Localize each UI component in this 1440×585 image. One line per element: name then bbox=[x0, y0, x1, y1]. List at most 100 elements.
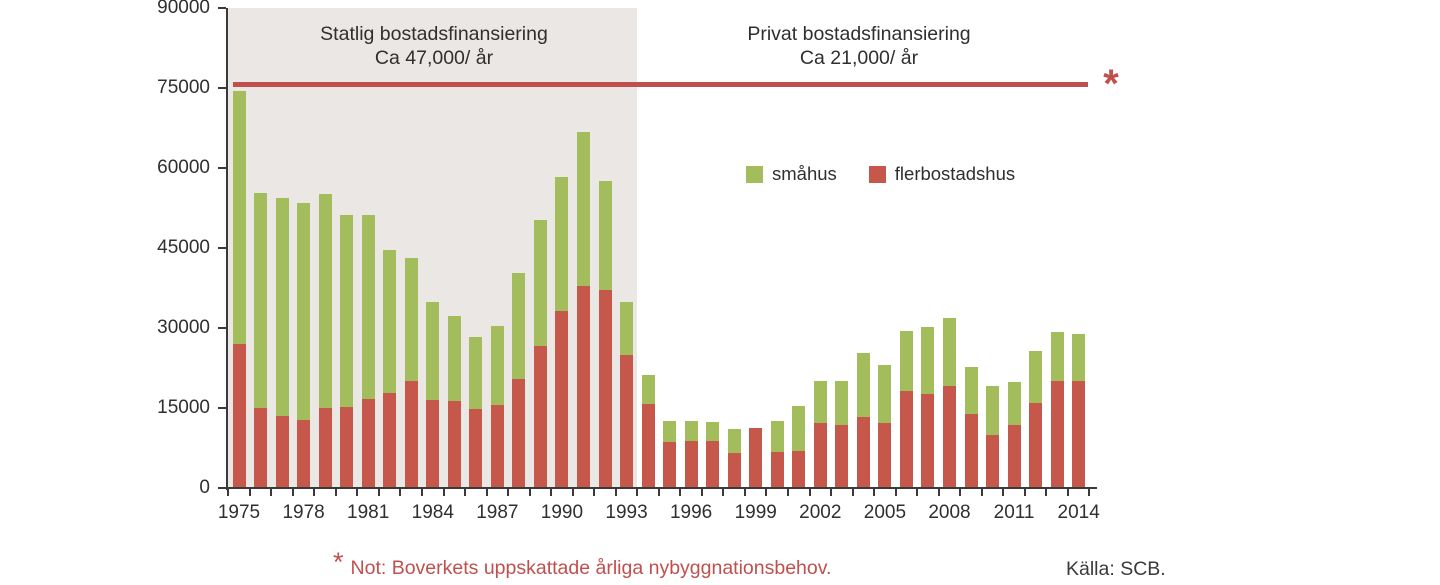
x-axis-tick-14 bbox=[528, 489, 531, 496]
x-axis-tick-13 bbox=[507, 489, 510, 496]
bar-1976-flerbostadshus bbox=[254, 408, 268, 488]
x-axis-tick-34 bbox=[959, 489, 962, 496]
x-axis-tick-9 bbox=[421, 489, 423, 496]
private-financing-line1: Privat bostadsfinansiering bbox=[747, 23, 971, 45]
x-axis-tick-24 bbox=[743, 489, 746, 496]
footnote-text: Not: Boverkets uppskattade årliga nybygg… bbox=[350, 557, 832, 579]
legend-label-småhus: småhus bbox=[772, 163, 837, 184]
x-label-1975: 1975 bbox=[217, 502, 261, 523]
bar-2008-flerbostadshus bbox=[942, 385, 956, 488]
x-label-2014: 2014 bbox=[1057, 502, 1100, 523]
reference-line-asterisk: * bbox=[1103, 62, 1119, 106]
x-axis-tick-31 bbox=[894, 489, 897, 496]
legend-item-flerbostadshus: flerbostadshus bbox=[868, 163, 1015, 185]
bar-1994-flerbostadshus bbox=[641, 404, 655, 488]
x-axis-tick-23 bbox=[722, 489, 725, 496]
bar-1986-småhus bbox=[469, 336, 483, 410]
bar-2013-småhus bbox=[1050, 332, 1064, 381]
y-axis-tick-0 bbox=[218, 487, 226, 489]
x-axis-tick-6 bbox=[356, 489, 359, 496]
bar-1998-flerbostadshus bbox=[727, 452, 741, 488]
x-label-1987: 1987 bbox=[476, 502, 519, 523]
bar-1975-småhus bbox=[232, 91, 246, 344]
x-axis-tick-25 bbox=[765, 489, 768, 496]
bar-2012-småhus bbox=[1029, 350, 1043, 403]
x-axis-tick-12 bbox=[485, 489, 488, 496]
x-axis-tick-10 bbox=[442, 489, 445, 496]
bar-1984-småhus bbox=[426, 302, 440, 400]
bar-1992-flerbostadshus bbox=[598, 289, 612, 488]
bar-1997-flerbostadshus bbox=[706, 441, 720, 488]
x-axis-tick-2 bbox=[270, 489, 273, 496]
x-axis-tick-0 bbox=[227, 489, 230, 496]
bar-2006-småhus bbox=[899, 330, 913, 391]
y-label-45000: 45000 bbox=[157, 237, 210, 258]
bar-1976-småhus bbox=[254, 192, 268, 408]
y-label-0: 0 bbox=[199, 477, 210, 498]
bar-1998-småhus bbox=[727, 429, 741, 453]
bar-2005-småhus bbox=[878, 365, 892, 423]
bar-1999-flerbostadshus bbox=[749, 428, 763, 488]
y-label-75000: 75000 bbox=[157, 77, 210, 98]
bar-1985-flerbostadshus bbox=[447, 400, 461, 488]
bar-1991-flerbostadshus bbox=[576, 286, 590, 488]
x-axis-tick-15 bbox=[550, 489, 553, 496]
y-axis-tick-45000 bbox=[218, 247, 226, 249]
bar-1988-småhus bbox=[512, 273, 526, 380]
x-axis-tick-17 bbox=[593, 489, 596, 496]
bar-2008-småhus bbox=[942, 317, 956, 386]
bar-1996-flerbostadshus bbox=[684, 440, 698, 488]
bar-2009-flerbostadshus bbox=[964, 413, 978, 488]
bar-2006-flerbostadshus bbox=[899, 390, 913, 488]
bar-1980-flerbostadshus bbox=[340, 406, 354, 488]
x-axis-tick-38 bbox=[1045, 489, 1048, 496]
y-label-30000: 30000 bbox=[157, 317, 210, 338]
y-label-60000: 60000 bbox=[157, 157, 210, 178]
bar-1983-flerbostadshus bbox=[404, 381, 418, 488]
x-axis-tick-40 bbox=[1088, 489, 1091, 496]
x-label-1999: 1999 bbox=[734, 502, 777, 523]
x-axis-tick-33 bbox=[937, 489, 940, 496]
footnote-asterisk: * bbox=[333, 547, 344, 577]
bar-2004-flerbostadshus bbox=[856, 416, 870, 488]
bar-2007-småhus bbox=[921, 326, 935, 395]
x-axis-tick-11 bbox=[464, 489, 467, 496]
x-axis-tick-35 bbox=[980, 489, 983, 496]
bar-1989-småhus bbox=[533, 219, 547, 347]
bar-1993-flerbostadshus bbox=[620, 354, 634, 488]
x-axis-tick-21 bbox=[679, 489, 682, 496]
bar-1990-flerbostadshus bbox=[555, 310, 569, 488]
footnote: * Not: Boverkets uppskattade årliga nyby… bbox=[333, 549, 831, 580]
x-axis-tick-29 bbox=[851, 489, 854, 496]
bar-1981-småhus bbox=[361, 214, 375, 399]
x-axis-tick-27 bbox=[808, 489, 811, 496]
bar-2005-flerbostadshus bbox=[878, 422, 892, 488]
y-label-90000: 90000 bbox=[157, 0, 210, 18]
bar-1991-småhus bbox=[576, 131, 590, 287]
plot-area: Statlig bostadsfinansiering Ca 47,000/ å… bbox=[157, 0, 1100, 523]
bar-1995-flerbostadshus bbox=[663, 441, 677, 488]
bar-2000-småhus bbox=[770, 421, 784, 452]
bar-1993-småhus bbox=[620, 302, 634, 355]
state-financing-line2: Ca 47,000/ år bbox=[374, 47, 494, 69]
y-axis-tick-75000 bbox=[218, 87, 226, 89]
bar-2000-flerbostadshus bbox=[770, 451, 784, 488]
source-label: Källa: SCB. bbox=[1066, 558, 1166, 580]
x-axis-tick-32 bbox=[916, 489, 919, 496]
y-axis-tick-30000 bbox=[218, 327, 226, 329]
bar-2001-småhus bbox=[792, 406, 806, 451]
bar-1994-småhus bbox=[641, 374, 655, 405]
x-axis-tick-36 bbox=[1002, 489, 1005, 496]
bar-1982-flerbostadshus bbox=[383, 392, 397, 488]
private-financing-line2: Ca 21,000/ år bbox=[799, 47, 919, 69]
x-label-2002: 2002 bbox=[799, 502, 842, 523]
bar-2010-flerbostadshus bbox=[986, 434, 1000, 488]
bar-1977-flerbostadshus bbox=[275, 416, 289, 488]
bar-2002-flerbostadshus bbox=[813, 422, 827, 488]
x-axis-tick-3 bbox=[291, 489, 294, 496]
x-label-2005: 2005 bbox=[863, 502, 907, 523]
bar-1983-småhus bbox=[404, 258, 418, 382]
y-axis-line bbox=[226, 8, 228, 490]
x-label-2008: 2008 bbox=[928, 502, 971, 523]
